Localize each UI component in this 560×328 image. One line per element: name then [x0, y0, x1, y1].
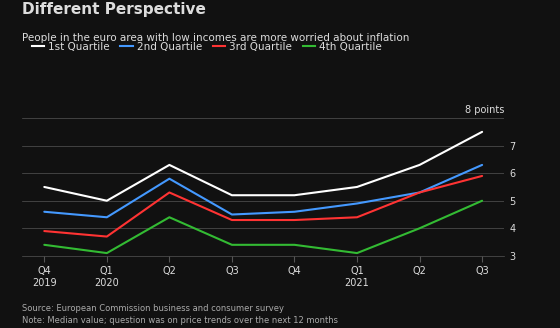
- Text: Source: European Commission business and consumer survey
Note: Median value; que: Source: European Commission business and…: [22, 304, 338, 325]
- Text: Different Perspective: Different Perspective: [22, 2, 206, 17]
- Text: 8 points: 8 points: [465, 105, 504, 115]
- Legend: 1st Quartile, 2nd Quartile, 3rd Quartile, 4th Quartile: 1st Quartile, 2nd Quartile, 3rd Quartile…: [27, 38, 386, 56]
- Text: People in the euro area with low incomes are more worried about inflation: People in the euro area with low incomes…: [22, 33, 410, 43]
